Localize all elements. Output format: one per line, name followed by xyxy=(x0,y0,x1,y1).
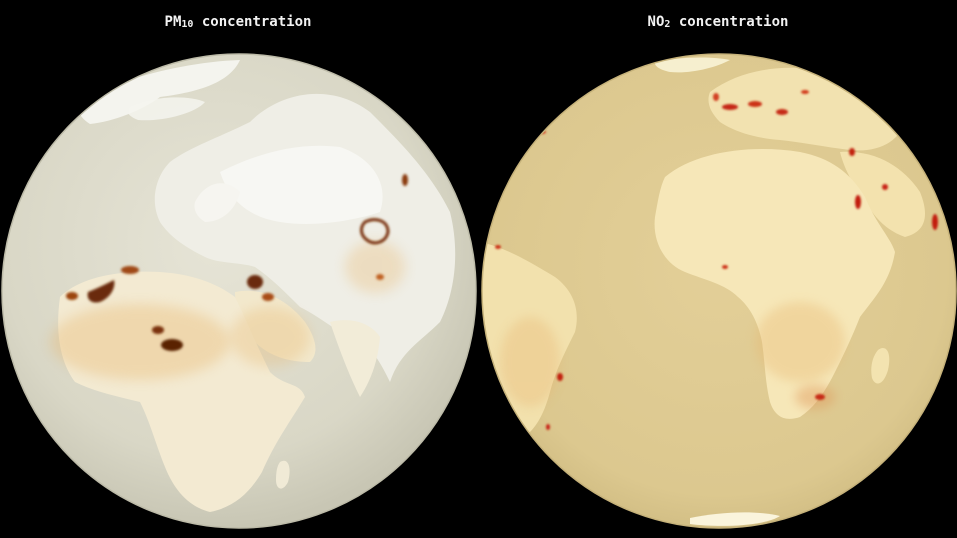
pm10-title: PM10 concentration xyxy=(165,14,312,30)
pm10-land-india xyxy=(330,320,380,397)
no2-hotspot-iran xyxy=(932,214,938,230)
pm10-globe[interactable] xyxy=(0,52,478,530)
pm10-globe-rim xyxy=(1,53,477,529)
no2-hotspot-buenos-aires xyxy=(546,424,550,430)
pm10-land-scandinavia xyxy=(194,183,240,222)
pm10-title-main: PM xyxy=(164,14,182,30)
no2-hotspot-uk xyxy=(713,93,719,101)
pm10-title-subscript: 10 xyxy=(181,19,194,30)
no2-title-subscript: 2 xyxy=(664,19,671,30)
no2-haze-africa-central xyxy=(755,302,845,382)
no2-land-middle-east xyxy=(840,151,925,237)
pm10-hotspot-iraq xyxy=(247,275,263,289)
pm10-haze-china xyxy=(345,241,405,293)
pm10-hotspot-taklamakan xyxy=(360,218,390,245)
no2-hotspot-gulf-2 xyxy=(882,184,888,190)
pm10-land-greenland xyxy=(78,60,240,124)
no2-haze-south-america xyxy=(500,317,560,407)
no2-land-antarctic xyxy=(690,512,780,526)
no2-hotspot-moscow xyxy=(801,90,809,94)
no2-globe-rim xyxy=(481,53,957,529)
pm10-land-eurasia xyxy=(154,93,456,383)
no2-hotspot-highveld xyxy=(815,394,825,400)
pm10-hotspot-iraq-2 xyxy=(262,293,274,301)
pm10-title-rest: concentration xyxy=(193,14,312,30)
pm10-haze-middle-east xyxy=(230,307,310,367)
no2-hotspot-gulf xyxy=(855,195,861,209)
no2-hotspot-sao-paulo xyxy=(557,373,563,381)
pm10-haze-sahara xyxy=(50,304,230,380)
pm10-hotspot-chad xyxy=(152,326,164,334)
no2-land-arctic xyxy=(654,57,730,73)
no2-hotspot-benelux xyxy=(722,104,738,110)
pm10-land-iceland xyxy=(128,97,205,121)
no2-hotspot-po-valley xyxy=(776,109,788,115)
no2-hotspot-caribbean xyxy=(495,245,501,249)
pm10-hotspot-india-north xyxy=(376,274,384,280)
no2-land-madagascar xyxy=(871,348,890,384)
no2-title-main: NO xyxy=(647,14,665,30)
no2-title-rest: concentration xyxy=(670,14,789,30)
pm10-hotspot-sahara-ridge xyxy=(121,266,139,274)
no2-hotspot-germany xyxy=(748,101,762,107)
pm10-hotspot-bodele xyxy=(161,339,183,351)
no2-title: NO2 concentration xyxy=(648,14,789,30)
pm10-hotspot-sahara-west-2 xyxy=(66,292,78,300)
no2-hotspot-west-africa xyxy=(722,265,728,269)
no2-globe[interactable] xyxy=(480,52,957,530)
pm10-hotspot-sahara-west xyxy=(87,280,115,303)
pm10-land-siberia-snow xyxy=(220,145,383,224)
pm10-hotspot-mongolia xyxy=(402,174,408,186)
pm10-land-madagascar xyxy=(276,460,290,489)
no2-hotspot-nile xyxy=(849,148,855,156)
